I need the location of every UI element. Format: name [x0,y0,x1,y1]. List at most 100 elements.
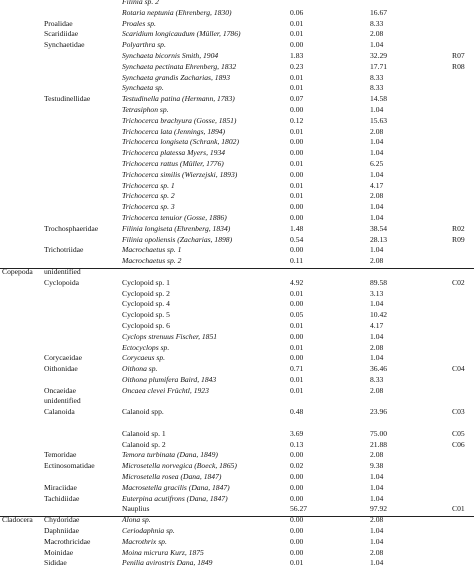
table-row: Synchaeta grandis Zacharias, 1893 0.01 8.3… [0,73,474,84]
table-row: Synchaeta pectinata Ehrenberg, 1832 0.23 1… [0,62,474,73]
species-cell: Trichocerca similis (Wierzejski, 1893) [122,169,238,179]
table-row: Temoridae Temora turbinata (Dana, 1849) 0.… [0,450,474,461]
family-cell: Miraciidae [44,482,77,492]
abundance-cell: 0.05 [290,310,304,320]
table-row: Filinia sp. 2 [0,0,474,8]
family-cell: Proalidae [44,18,73,28]
species-cell: Cyclopoid sp. 6 [122,320,170,330]
species-cell: Calanoid spp. [122,407,164,417]
table-row: Testudinellidae Testudinella patina (Herm… [0,94,474,105]
table-row: Rotaria neptunia (Ehrenberg, 1830) 0.06 16… [0,8,474,19]
abundance-cell: 0.01 [290,83,304,93]
species-cell: Moina micrura Kurz, 1875 [122,547,204,557]
frequency-cell: 1.04 [370,137,384,147]
species-cell: Macrochaetus sp. 2 [122,256,182,266]
table-row: Macrochaetus sp. 2 0.11 2.08 [0,256,474,267]
species-cell: Testudinella patina (Hermann, 1783) [122,94,235,104]
family-cell: Temoridae [44,450,77,460]
table-row: Moinidae Moina micrura Kurz, 1875 0.00 2.08 [0,548,474,559]
code-cell: C01 [452,504,465,514]
frequency-cell: 1.04 [370,245,384,255]
species-cell: Macrosetella gracilis (Dana, 1847) [122,482,230,492]
family-cell: Trochosphaeridae [44,223,99,233]
code-cell: R09 [452,234,465,244]
abundance-cell: 0.11 [290,256,304,266]
code-cell: R07 [452,50,465,60]
abundance-cell: 0.01 [290,158,304,168]
table-row: Trichocerca tenuior (Gosse, 1886) 0.00 1.0… [0,213,474,224]
table-row: Trichocerca brachyura (Gosse, 1851) 0.12 1… [0,116,474,127]
species-cell: Trichocerca tenuior (Gosse, 1886) [122,212,227,222]
family-cell: Daphniidae [44,526,80,536]
abundance-cell: 0.00 [290,212,304,222]
abundance-cell: 0.01 [290,126,304,136]
table-row: Trichocerca similis (Wierzejski, 1893) 0.… [0,170,474,181]
abundance-cell: 0.00 [290,245,304,255]
frequency-cell: 2.08 [370,450,384,460]
code-cell: C03 [452,407,465,417]
table-row: Tetrasiphon sp. 0.00 1.04 [0,105,474,116]
species-cell: Filinia longiseta (Ehrenberg, 1834) [122,223,231,233]
code-cell: R08 [452,61,465,71]
family-cell: Ectinosomatidae [44,461,95,471]
frequency-cell: 9.38 [370,461,384,471]
frequency-cell: 1.04 [370,212,384,222]
table-row: Copepoda unidentified [0,267,474,278]
table-row: Oncaeidae Oncaea clevei Früchtl, 1923 0.01… [0,386,474,397]
abundance-cell: 1.48 [290,223,304,233]
abundance-cell: 0.13 [290,439,304,449]
species-cell: Trichocerca platessa Myers, 1934 [122,148,226,158]
species-cell: Oncaea clevei Früchtl, 1923 [122,385,209,395]
frequency-cell: 8.33 [370,83,384,93]
species-cell: Filinia opoliensis (Zacharias, 1898) [122,234,233,244]
family-cell: Calanoida [44,407,75,417]
abundance-cell: 0.00 [290,299,304,309]
frequency-cell: 1.04 [370,104,384,114]
species-cell: Cyclopoid sp. 2 [122,288,170,298]
table-row: Cyclops strenuus Fischer, 1851 0.00 1.04 [0,332,474,343]
frequency-cell: 1.04 [370,353,384,363]
abundance-cell: 0.01 [290,374,304,384]
abundance-cell: 0.01 [290,191,304,201]
table-row: Tachidiidae Euterpina acutifrons (Dana, 1… [0,494,474,505]
species-cell: Trichocerca longiseta (Schrank, 1802) [122,137,239,147]
frequency-cell: 1.04 [370,536,384,546]
section-divider [0,267,474,269]
table-row: Macrothricidae Macrothrix sp. 0.00 1.04 [0,537,474,548]
abundance-cell: 0.01 [290,385,304,395]
frequency-cell: 15.63 [370,115,388,125]
species-cell: Temora turbinata (Dana, 1849) [122,450,218,460]
abundance-cell: 0.00 [290,104,304,114]
table-row: Cyclopoid sp. 2 0.01 3.13 [0,289,474,300]
species-cell: Trichocerca lata (Jennings, 1894) [122,126,226,136]
table-row: Calanoid sp. 1 3.69 75.00 C05 [0,429,474,440]
species-cell: Penilia avirostris Dana, 1849 [122,558,213,568]
frequency-cell: 6.25 [370,158,384,168]
abundance-cell: 0.71 [290,364,304,374]
abundance-cell: 0.00 [290,353,304,363]
species-cell: Polyarthra sp. [122,40,166,50]
table-row: Oithonidae Oithona sp. 0.71 36.46 C04 [0,364,474,375]
code-cell: C06 [452,439,465,449]
species-cell: Rotaria neptunia (Ehrenberg, 1830) [122,7,232,17]
table-row: Filinia opoliensis (Zacharias, 1898) 0.54… [0,235,474,246]
table-row: Synchaetidae Polyarthra sp. 0.00 1.04 [0,40,474,51]
frequency-cell: 1.04 [370,148,384,158]
species-cell: Macrothrix sp. [122,536,167,546]
abundance-cell: 0.01 [290,180,304,190]
species-cell: Nauplius [122,504,150,514]
frequency-cell: 1.04 [370,299,384,309]
frequency-cell: 2.08 [370,191,384,201]
code-cell: C02 [452,277,465,287]
species-cell: Synchaeta bicornis Smith, 1904 [122,50,219,60]
species-cell: Ceriodaphnia sp. [122,526,175,536]
abundance-cell: 0.00 [290,331,304,341]
abundance-cell: 0.06 [290,7,304,17]
family-cell: Cyclopoida [44,277,80,287]
table-row: Trochosphaeridae Filinia longiseta (Ehren… [0,224,474,235]
table-row: Corycaeidae Corycaeus sp. 0.00 1.04 [0,353,474,364]
family-cell: Scaridiidae [44,29,79,39]
code-cell: R02 [452,223,465,233]
frequency-cell: 89.58 [370,277,388,287]
